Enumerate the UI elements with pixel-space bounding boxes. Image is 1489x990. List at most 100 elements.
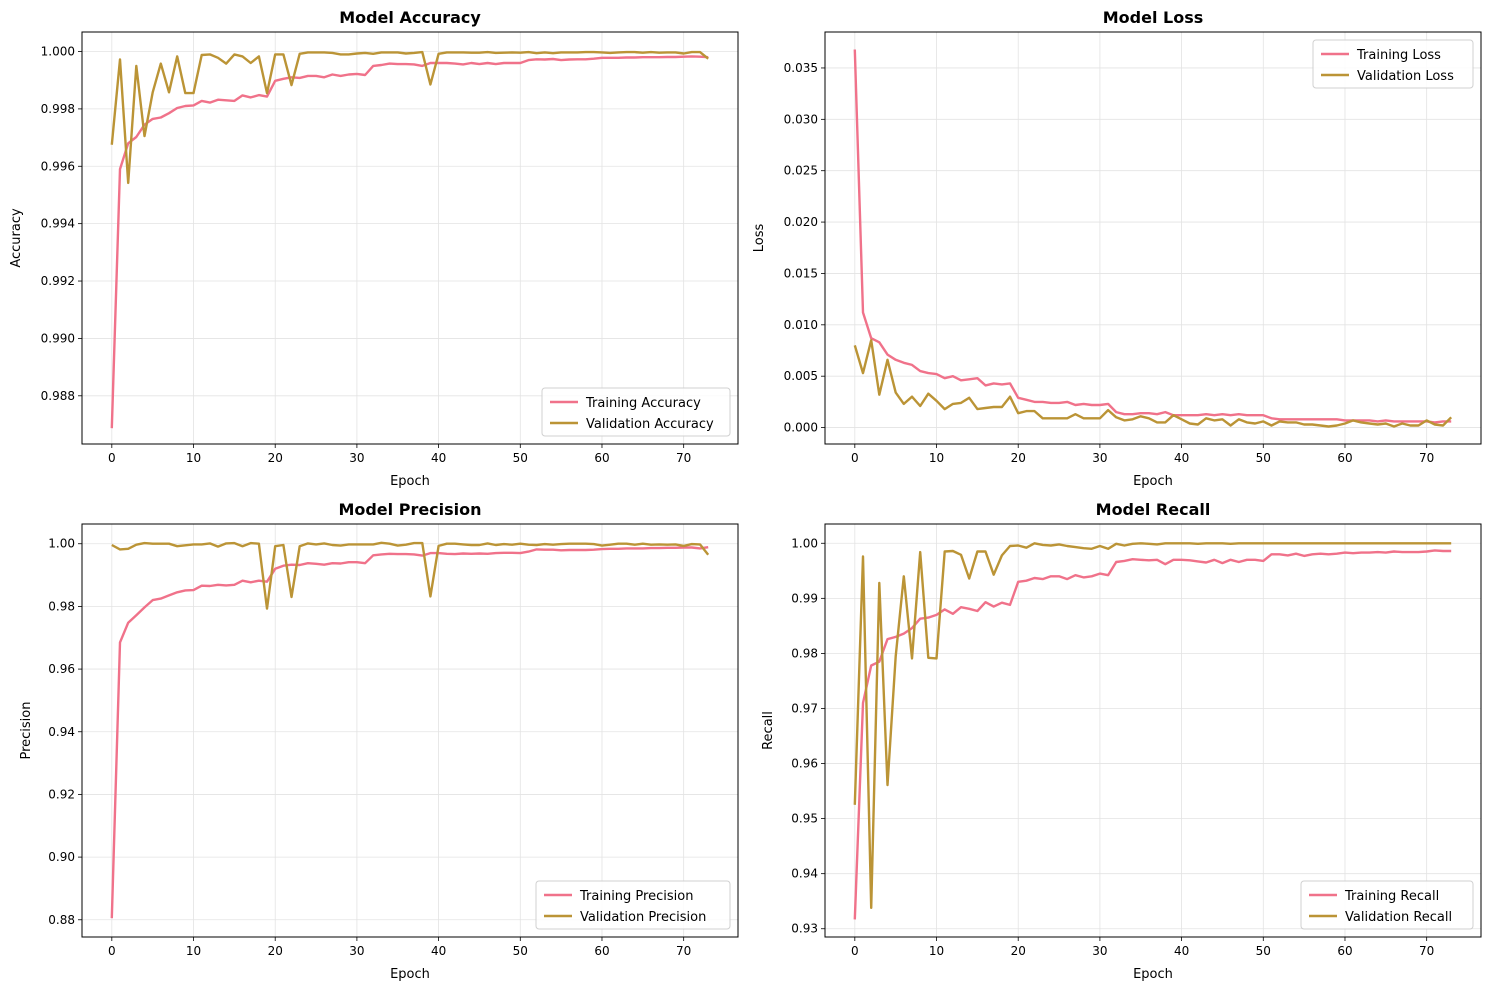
- chart-title: Model Loss: [1103, 8, 1204, 27]
- x-tick-label: 60: [1337, 451, 1352, 465]
- legend-box: [1312, 39, 1474, 89]
- x-tick-label: 50: [513, 944, 528, 958]
- x-tick-label: 60: [594, 451, 609, 465]
- legend-entry: Training Accuracy: [585, 396, 701, 411]
- x-tick-label: 0: [851, 451, 859, 465]
- x-axis-label: Epoch: [1133, 474, 1173, 489]
- legend-entry: Validation Precision: [580, 910, 706, 925]
- x-tick-label: 70: [676, 451, 691, 465]
- y-axis-label: Loss: [752, 224, 767, 253]
- subplot-model-loss: 0 10 20 30 40 50 60 70 0.000 0.005 0.010 0.015 0.020…: [752, 8, 1482, 489]
- y-tick-label: 0.992: [41, 274, 75, 288]
- chart-title: Model Recall: [1096, 500, 1211, 519]
- y-tick-label: 0.88: [48, 913, 75, 927]
- legend-box: [535, 880, 731, 930]
- y-tick-label: 0.988: [41, 389, 75, 403]
- x-tick-label: 10: [186, 451, 201, 465]
- legend-entry: Training Loss: [1356, 48, 1441, 63]
- y-tick-label: 0.97: [791, 701, 818, 715]
- legend: Training Recall Validation Recall: [1300, 880, 1474, 930]
- y-tick-label: 0.94: [48, 725, 75, 739]
- series-line-training-loss: [853, 49, 1452, 424]
- chart-title: Model Precision: [338, 500, 481, 519]
- y-tick-label: 0.010: [784, 318, 818, 332]
- series-line-validation-accuracy: [110, 50, 709, 185]
- subplot-model-precision: 0 10 20 30 40 50 60 70 0.88 0.90 0.92 0.94 0.96 0.98 1…: [19, 500, 739, 982]
- axes-frame: [81, 523, 739, 938]
- x-tick-label: 40: [431, 451, 446, 465]
- x-tick-label: 0: [851, 944, 859, 958]
- chart-title: Model Accuracy: [339, 8, 481, 27]
- y-tick-label: 0.015: [784, 266, 818, 280]
- x-tick-label: 20: [1011, 944, 1026, 958]
- y-axis-label: Recall: [761, 711, 776, 750]
- x-tick-label: 30: [349, 944, 364, 958]
- x-tick-label: 50: [1256, 944, 1271, 958]
- x-tick-label: 0: [108, 944, 116, 958]
- series-line-validation-recall: [853, 542, 1452, 909]
- y-tick-label: 0.994: [41, 217, 75, 231]
- legend-entry: Validation Loss: [1357, 69, 1454, 84]
- y-tick-label: 0.998: [41, 102, 75, 116]
- y-tick-label: 0.96: [791, 757, 818, 771]
- x-axis-label: Epoch: [390, 474, 430, 489]
- x-tick-label: 0: [108, 451, 116, 465]
- legend-entry: Training Recall: [1344, 889, 1439, 904]
- x-tick-label: 40: [431, 944, 446, 958]
- y-tick-label: 0.030: [784, 112, 818, 126]
- y-tick-label: 0.000: [784, 421, 818, 435]
- y-tick-label: 0.025: [784, 164, 818, 178]
- x-tick-label: 30: [1092, 451, 1107, 465]
- legend-box: [1300, 880, 1474, 930]
- series-line-training-recall: [853, 549, 1452, 920]
- x-axis-label: Epoch: [1133, 967, 1173, 982]
- subplot-model-accuracy: 0 10 20 30 40 50 60 70 0.988 0.990 0.992 0.994 0.996…: [9, 8, 739, 489]
- x-tick-label: 20: [268, 944, 283, 958]
- legend: Training Loss Validation Loss: [1312, 39, 1474, 89]
- legend-entry: Validation Accuracy: [586, 417, 714, 432]
- x-tick-label: 20: [268, 451, 283, 465]
- y-tick-label: 0.990: [41, 331, 75, 345]
- x-axis-label: Epoch: [390, 967, 430, 982]
- legend-entry: Training Precision: [579, 889, 693, 904]
- axes-frame: [824, 523, 1482, 938]
- legend: Training Precision Validation Precision: [535, 880, 731, 930]
- axes-frame: [824, 31, 1482, 445]
- series-line-validation-loss: [853, 339, 1453, 428]
- x-tick-label: 20: [1011, 451, 1026, 465]
- y-tick-label: 0.93: [791, 922, 818, 936]
- axes-frame: [81, 31, 739, 445]
- x-tick-label: 30: [349, 451, 364, 465]
- series-line-training-precision: [110, 546, 709, 919]
- x-tick-label: 50: [1256, 451, 1271, 465]
- y-tick-label: 0.95: [791, 812, 818, 826]
- y-tick-label: 0.90: [48, 850, 75, 864]
- x-tick-label: 50: [513, 451, 528, 465]
- legend-box: [541, 387, 731, 437]
- x-tick-label: 10: [929, 944, 944, 958]
- y-tick-label: 0.98: [791, 646, 818, 660]
- y-tick-label: 0.92: [48, 787, 75, 801]
- x-tick-label: 30: [1092, 944, 1107, 958]
- legend-entry: Validation Recall: [1345, 910, 1452, 925]
- y-tick-label: 0.996: [41, 159, 75, 173]
- subplot-model-recall: 0 10 20 30 40 50 60 70 0.93 0.94 0.95 0.96 0.97 0.98 0…: [761, 500, 1482, 982]
- series-line-training-accuracy: [110, 55, 709, 429]
- y-tick-label: 1.000: [41, 45, 75, 59]
- y-tick-label: 1.00: [48, 537, 75, 551]
- series-line-validation-precision: [111, 541, 710, 610]
- x-tick-label: 10: [929, 451, 944, 465]
- x-tick-label: 10: [186, 944, 201, 958]
- y-tick-label: 0.035: [784, 61, 818, 75]
- y-tick-label: 0.98: [48, 599, 75, 613]
- y-tick-label: 0.005: [784, 369, 818, 383]
- x-tick-label: 70: [1419, 944, 1434, 958]
- y-tick-label: 0.96: [48, 662, 75, 676]
- x-tick-label: 60: [1337, 944, 1352, 958]
- y-tick-label: 0.94: [791, 867, 818, 881]
- x-tick-label: 40: [1174, 451, 1189, 465]
- x-tick-label: 40: [1174, 944, 1189, 958]
- y-axis-label: Precision: [19, 701, 34, 759]
- x-tick-label: 70: [676, 944, 691, 958]
